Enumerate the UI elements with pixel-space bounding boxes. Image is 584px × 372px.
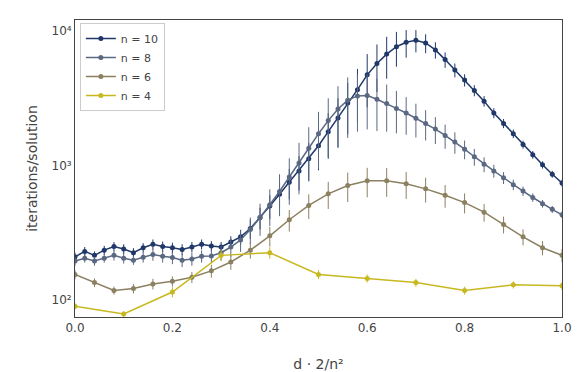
svg-text:1.0: 1.0: [552, 321, 571, 335]
svg-text:10³: 10³: [52, 159, 72, 173]
svg-text:iterations/solution: iterations/solution: [24, 105, 40, 232]
svg-text:0.0: 0.0: [65, 321, 84, 335]
svg-text:n = 4: n = 4: [121, 90, 151, 103]
svg-text:0.2: 0.2: [163, 321, 182, 335]
svg-text:0.6: 0.6: [358, 321, 377, 335]
svg-text:10²: 10²: [52, 293, 72, 307]
svg-text:0.4: 0.4: [260, 321, 279, 335]
svg-text:n = 6: n = 6: [121, 71, 151, 84]
svg-text:0.8: 0.8: [455, 321, 474, 335]
svg-text:n = 10: n = 10: [121, 33, 158, 46]
svg-text:d · 2/n²: d · 2/n²: [293, 356, 343, 372]
svg-text:10⁴: 10⁴: [52, 24, 72, 38]
svg-text:n = 8: n = 8: [121, 52, 151, 65]
